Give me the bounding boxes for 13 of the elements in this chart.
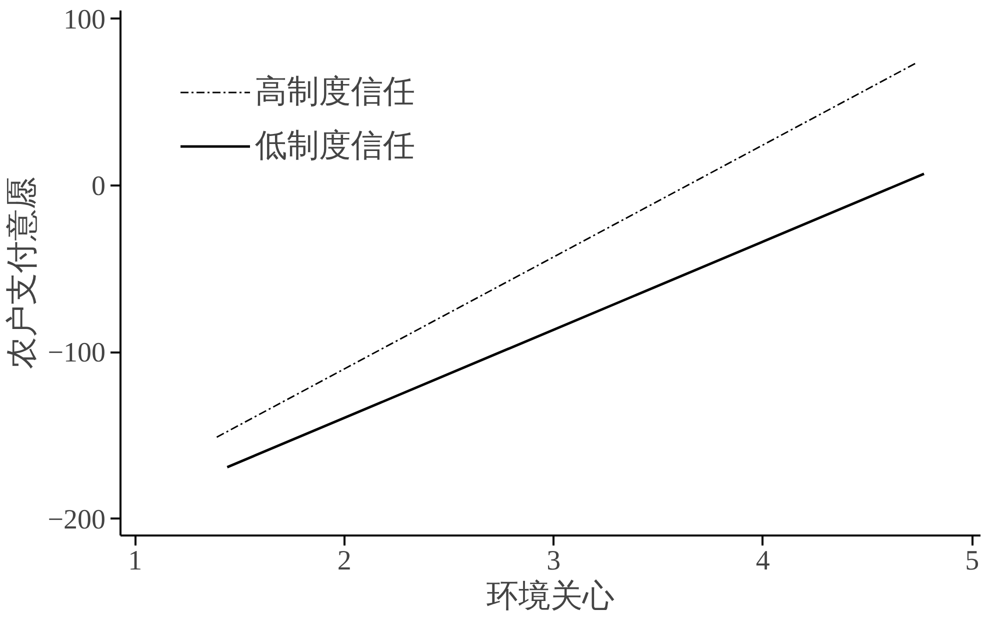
- y-tick-label: −100: [48, 338, 106, 369]
- legend-label: 低制度信任: [255, 126, 415, 165]
- y-axis-title: 农户支付意愿: [4, 177, 40, 369]
- x-tick-label: 4: [756, 546, 770, 576]
- y-tick-label: 0: [92, 171, 106, 202]
- y-tick-label: −200: [48, 504, 106, 536]
- x-tick-label: 2: [337, 546, 352, 576]
- x-tick-label: 5: [965, 546, 980, 576]
- x-axis-title: 环境关心: [486, 578, 614, 614]
- x-tick-label: 3: [546, 546, 561, 576]
- x-tick-label: 1: [128, 546, 142, 576]
- y-tick-label: 100: [64, 4, 106, 36]
- legend-label: 高制度信任: [255, 72, 415, 111]
